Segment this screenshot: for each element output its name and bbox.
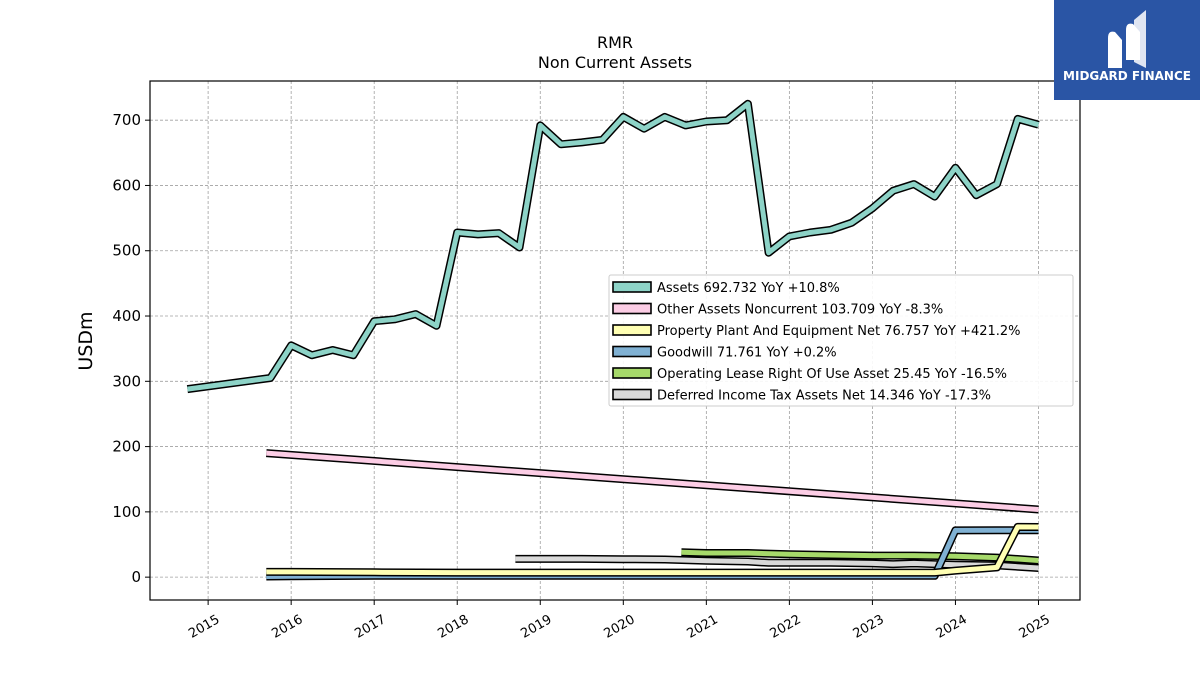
y-tick-label: 0 <box>131 568 141 586</box>
legend-swatch <box>612 345 652 358</box>
y-axis-label: USDm <box>75 311 97 370</box>
legend-label: Deferred Income Tax Assets Net 14.346 Yo… <box>657 389 991 404</box>
legend-label: Other Assets Noncurrent 103.709 YoY -8.3… <box>657 303 943 318</box>
series-line <box>187 101 1040 392</box>
x-tick-label: 2021 <box>685 612 721 642</box>
series-other-assets-noncurrent <box>266 449 1039 514</box>
series-property-plant-and-equipment-net <box>266 522 1039 577</box>
plot-frame <box>149 80 1081 601</box>
y-tick-label: 100 <box>112 503 141 521</box>
x-tick-label: 2022 <box>768 612 804 642</box>
legend-swatch <box>612 281 652 293</box>
chart-subtitle: Non Current Assets <box>538 53 692 72</box>
y-tick-label: 500 <box>112 242 141 260</box>
legend-box <box>608 274 1074 407</box>
x-tick-label: 2024 <box>934 612 970 642</box>
series-line <box>266 524 1039 576</box>
x-tick-label: 2018 <box>435 612 471 642</box>
chart-title: RMR <box>597 33 633 52</box>
legend-item-operating-lease-right-of-use-asset: Operating Lease Right Of Use Asset 25.45… <box>612 367 1007 382</box>
x-tick-label: 2023 <box>851 612 887 642</box>
y-tick-label: 700 <box>112 111 141 129</box>
legend-swatch <box>612 302 652 315</box>
y-tick-label: 300 <box>112 372 141 390</box>
series-assets <box>186 99 1040 394</box>
legend-swatch <box>612 367 652 379</box>
legend-label: Goodwill 71.761 YoY +0.2% <box>657 346 837 361</box>
x-tick-label: 2016 <box>269 612 305 642</box>
x-tick-label: 2019 <box>518 612 554 642</box>
legend-item-assets: Assets 692.732 YoY +10.8% <box>612 281 840 296</box>
x-tick-label: 2017 <box>352 612 388 642</box>
legend-item-goodwill: Goodwill 71.761 YoY +0.2% <box>612 345 837 361</box>
logo-text: MIDGARD FINANCE <box>1063 69 1191 83</box>
x-tick-label: 2025 <box>1017 612 1053 642</box>
legend-item-other-assets-noncurrent: Other Assets Noncurrent 103.709 YoY -8.3… <box>612 302 943 318</box>
legend-item-deferred-income-tax-assets-net: Deferred Income Tax Assets Net 14.346 Yo… <box>612 388 991 404</box>
legend-item-property-plant-and-equipment-net: Property Plant And Equipment Net 76.757 … <box>612 324 1021 339</box>
x-axis: 2015 2016 2017 2018 2019 2020 2021 2022 2023 2024… <box>186 600 1053 642</box>
series-line <box>681 549 1039 563</box>
plot-series <box>186 99 1040 581</box>
y-axis: 0 100 200 300 400 500 600 700 <box>112 111 150 586</box>
logo-mark-icon <box>1108 10 1146 69</box>
legend: Assets 692.732 YoY +10.8% Other Assets No… <box>608 274 1074 407</box>
legend-swatch <box>612 388 652 401</box>
series-operating-lease-right-of-use-asset <box>681 548 1039 565</box>
legend-label: Assets 692.732 YoY +10.8% <box>657 281 840 296</box>
legend-label: Property Plant And Equipment Net 76.757 … <box>657 324 1021 339</box>
x-tick-label: 2020 <box>601 612 637 642</box>
y-tick-label: 200 <box>112 438 141 456</box>
midgard-finance-logo: MIDGARD FINANCE <box>1054 0 1200 100</box>
y-tick-label: 400 <box>112 307 141 325</box>
legend-swatch <box>612 324 652 336</box>
y-tick-label: 600 <box>112 176 141 194</box>
series-line <box>266 450 1039 512</box>
legend-label: Operating Lease Right Of Use Asset 25.45… <box>657 367 1007 382</box>
x-tick-label: 2015 <box>186 612 222 642</box>
